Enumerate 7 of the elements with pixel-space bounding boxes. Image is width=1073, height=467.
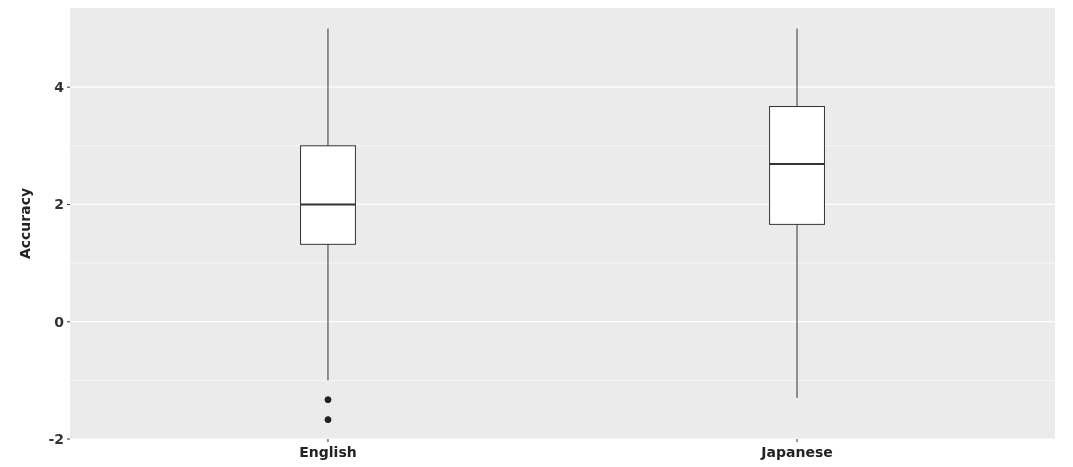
y-tick-label: -2 bbox=[48, 430, 64, 447]
y-tick-label: 2 bbox=[54, 196, 64, 213]
y-tick-label: 0 bbox=[54, 313, 65, 330]
y-tick-label: 4 bbox=[54, 79, 65, 96]
x-tick-label: Japanese bbox=[760, 444, 833, 460]
x-tick-label: English bbox=[299, 444, 357, 460]
y-axis-title: Accuracy bbox=[17, 187, 33, 260]
